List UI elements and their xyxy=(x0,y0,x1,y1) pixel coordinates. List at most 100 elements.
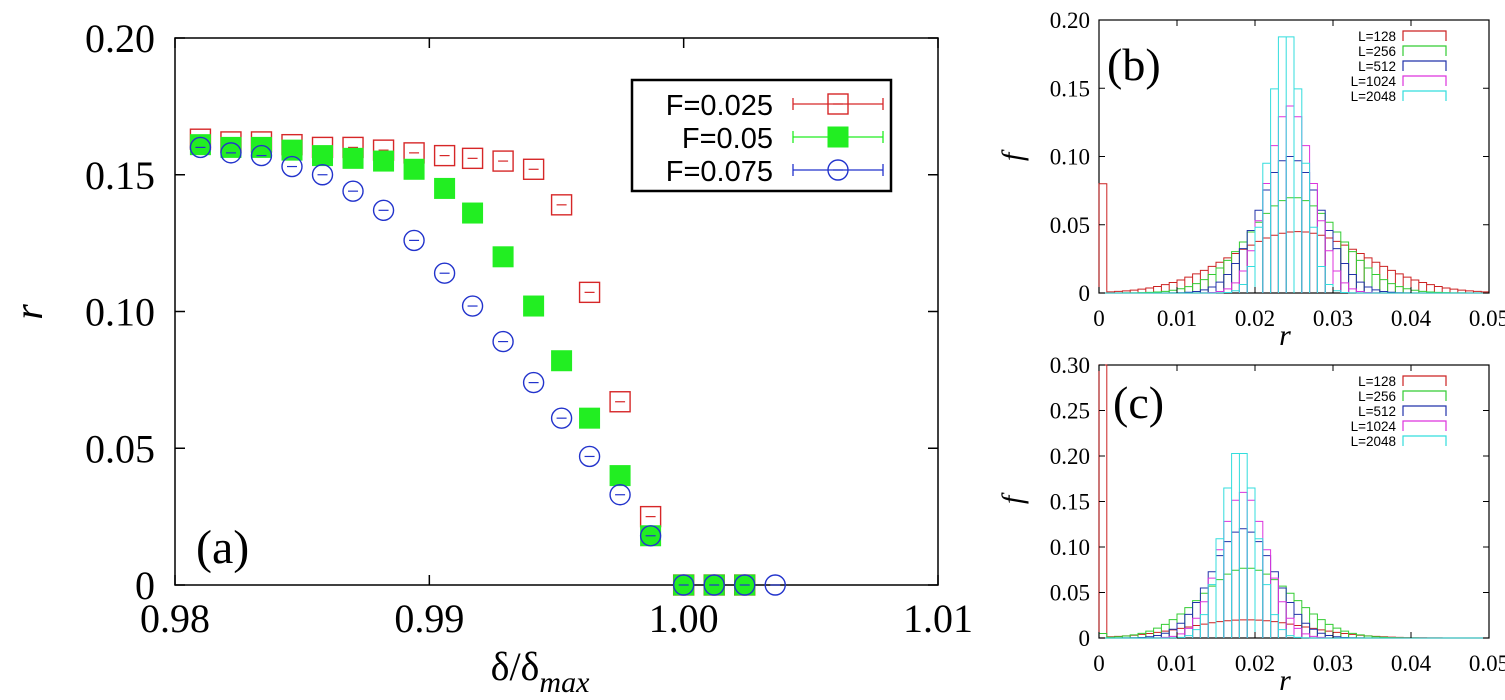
panel-c-legend-swatch-l-512 xyxy=(1402,405,1447,416)
panel-a-x-tick-label: 0.98 xyxy=(140,596,210,641)
panel-a-x-tick-label: 1.00 xyxy=(649,596,719,641)
panel-a-y-tick-label: 0 xyxy=(135,563,155,608)
panel-a-point-f-0-075 xyxy=(433,262,456,284)
panel-a-legend-marker-f-0-025 xyxy=(827,93,849,115)
panel-c-x-tick-label: 0.02 xyxy=(1235,651,1275,676)
panel-c-x-tick-label: 0.03 xyxy=(1313,651,1353,676)
panel-b-x-tick-label: 0.03 xyxy=(1313,306,1353,331)
panel-a-point-f-0-075 xyxy=(578,445,601,468)
panel-c-y-tick-label: 0 xyxy=(1079,626,1091,651)
panel-b-y-tick-label: 0 xyxy=(1079,281,1091,306)
panel-a-point-f-0-025 xyxy=(578,281,601,304)
panel-a-point-f-0-075 xyxy=(703,574,725,596)
panel-a-point-f-0-05 xyxy=(312,145,334,167)
panel-a-y-axis-label: r xyxy=(6,304,51,320)
panel-c-y-tick-label: 0.10 xyxy=(1050,535,1090,560)
panel-a-point-f-0-025 xyxy=(461,147,484,170)
panel-b-x-axis-label: r xyxy=(1279,319,1291,352)
panel-c-legend-label-l-256: L=256 xyxy=(1358,389,1396,404)
panel-a-legend-label-f-0-05: F=0.05 xyxy=(682,123,773,155)
panel-a-point-f-0-075 xyxy=(492,330,514,353)
panel-b-y-tick-label: 0.15 xyxy=(1050,76,1090,101)
panel-a-point-f-0-075 xyxy=(550,407,573,429)
panel-b-y-axis-label: f xyxy=(996,149,1029,161)
panel-b-x-tick-label: 0.01 xyxy=(1157,306,1197,331)
panel-c-y-tick-label: 0.20 xyxy=(1050,444,1090,469)
panel-a-point-f-0-05 xyxy=(250,136,272,158)
panel-b-legend-swatch-l-2048 xyxy=(1402,90,1447,101)
panel-c-legend-label-l-1024: L=1024 xyxy=(1351,419,1397,434)
panel-b-legend-label-l-2048: L=2048 xyxy=(1351,89,1396,104)
panel-b-ticks: 0 0.01 0.02 0.03 0.04 0.05 0 0.05 0.10 0.15 0.20 xyxy=(1050,8,1505,331)
panel-a-point-f-0-025 xyxy=(609,391,631,413)
panel-a-point-f-0-075 xyxy=(281,155,303,178)
panel-a-point-f-0-075 xyxy=(734,574,756,596)
panel-a-point-f-0-025 xyxy=(492,150,514,172)
panel-b-legend-swatch-l-256 xyxy=(1402,45,1447,56)
panel-b-y-tick-label: 0.20 xyxy=(1050,8,1090,33)
panel-c-x-tick-label: 0.05 xyxy=(1469,651,1505,676)
panel-c-histogram: 0 0.01 0.02 0.03 0.04 0.05 0 0.05 0.10 0.15 0.20 0.… xyxy=(996,353,1505,697)
panel-a-point-f-0-05 xyxy=(281,139,303,161)
panel-a-point-f-0-075 xyxy=(609,484,631,506)
panel-c-y-tick-label: 0.30 xyxy=(1050,353,1090,378)
panel-a-x-tick-label: 0.99 xyxy=(394,596,464,641)
panel-a-legend-marker-f-0-05 xyxy=(827,126,849,148)
panel-b-legend-swatch-l-512 xyxy=(1402,60,1447,71)
panel-a-legend-label-f-0-025: F=0.025 xyxy=(666,90,773,122)
panel-a-point-f-0-075 xyxy=(461,295,484,317)
panel-a-point-f-0-05 xyxy=(579,407,601,429)
panel-b-legend-swatch-l-1024 xyxy=(1402,75,1447,86)
panel-a-point-f-0-05 xyxy=(403,158,425,180)
panel-b-legend-swatch-l-128 xyxy=(1402,30,1447,41)
panel-b-x-tick-label: 0.02 xyxy=(1235,306,1275,331)
panel-c-legend-label-l-128: L=128 xyxy=(1358,374,1396,389)
panel-a-point-f-0-05 xyxy=(434,177,456,199)
panel-c-legend-label-l-512: L=512 xyxy=(1358,404,1396,419)
panel-c-legend-label-l-2048: L=2048 xyxy=(1351,434,1396,449)
panel-a-point-f-0-075 xyxy=(764,574,786,596)
panel-a-ticks: 0.98 0.99 1.00 1.01 0 0.05 0.10 0.15 0.20 xyxy=(85,16,973,641)
panel-a-point-f-0-05 xyxy=(551,350,573,372)
panel-c-legend-swatch-l-256 xyxy=(1402,390,1447,401)
panel-c-ticks: 0 0.01 0.02 0.03 0.04 0.05 0 0.05 0.10 0.15 0.20 0.… xyxy=(1050,353,1505,676)
panel-a-point-f-0-075 xyxy=(403,229,425,252)
panel-b-histogram: 0 0.01 0.02 0.03 0.04 0.05 0 0.05 0.10 0.15 0.20 (… xyxy=(996,8,1505,352)
panel-b-label: (b) xyxy=(1107,39,1161,90)
panel-a-x-tick-label: 1.01 xyxy=(903,596,973,641)
panel-a-point-f-0-075 xyxy=(220,142,242,164)
panel-a-label: (a) xyxy=(196,521,249,574)
panel-a-point-f-0-05 xyxy=(492,246,514,268)
panel-a-point-f-0-025 xyxy=(550,194,573,216)
panel-a-point-f-0-05 xyxy=(342,147,364,169)
panel-a-point-f-0-075 xyxy=(372,199,395,222)
panel-a-point-f-0-075 xyxy=(250,144,273,167)
panel-a-point-f-0-025 xyxy=(522,158,545,180)
panel-c-y-axis-label: f xyxy=(996,492,1029,504)
panel-b-y-tick-label: 0.10 xyxy=(1050,145,1090,170)
panel-c-y-tick-label: 0.25 xyxy=(1050,399,1090,424)
panel-c-y-tick-label: 0.05 xyxy=(1050,581,1090,606)
panel-c-y-tick-label: 0.15 xyxy=(1050,490,1090,515)
panel-a-point-f-0-075 xyxy=(639,525,662,547)
panel-a-x-axis-label: δ/δmax xyxy=(491,644,590,699)
panel-c-x-tick-label: 0.01 xyxy=(1157,651,1197,676)
panel-a-point-f-0-075 xyxy=(342,180,364,202)
panel-c-legend-swatch-l-128 xyxy=(1402,375,1447,386)
panel-a-point-f-0-075 xyxy=(311,164,334,186)
panel-a-point-f-0-075 xyxy=(189,136,212,159)
panel-c-x-axis-label: r xyxy=(1279,664,1291,697)
panel-b-legend-label-l-256: L=256 xyxy=(1358,44,1396,59)
panel-c-legend-swatch-l-2048 xyxy=(1402,435,1447,446)
panel-c-x-tick-label: 0.04 xyxy=(1391,651,1432,676)
panel-a-point-f-0-075 xyxy=(522,371,545,394)
panel-a-point-f-0-075 xyxy=(672,574,695,596)
panel-b-legend-label-l-128: L=128 xyxy=(1358,29,1396,44)
panel-b-x-tick-label: 0.04 xyxy=(1391,306,1432,331)
panel-a-y-tick-label: 0.20 xyxy=(85,16,155,61)
panel-b-x-tick-label: 0 xyxy=(1093,306,1105,331)
panel-a-point-f-0-05 xyxy=(523,295,545,317)
